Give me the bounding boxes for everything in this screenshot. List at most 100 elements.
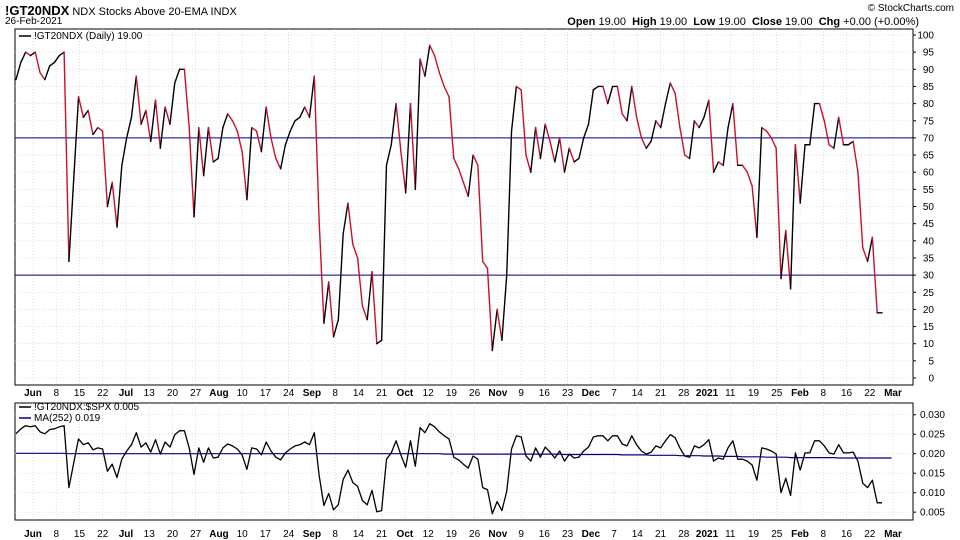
breadth-segment — [679, 126, 686, 156]
breadth-segment — [395, 102, 402, 153]
close-value: 19.00 — [785, 16, 813, 28]
ratio-x-tick-label: 21 — [655, 529, 667, 540]
main-y-tick-label: 60 — [923, 168, 935, 179]
open-value: 19.00 — [598, 16, 626, 28]
breadth-segment — [741, 164, 748, 173]
breadth-segment — [15, 61, 22, 81]
ratio-y-tick-label: 0.025 — [920, 430, 945, 441]
breadth-segment — [756, 126, 763, 239]
breadth-segment — [809, 102, 816, 146]
ratio-x-tick-label: 23 — [562, 529, 574, 540]
breadth-segment — [486, 267, 493, 352]
main-x-tick-label: Aug — [209, 388, 228, 399]
main-x-tick-label: 17 — [260, 388, 272, 399]
chg-value: +0.00 (+0.00%) — [843, 16, 919, 28]
breadth-segment — [765, 130, 773, 139]
breadth-segment — [303, 106, 311, 119]
main-x-tick-label: Feb — [791, 388, 809, 399]
breadth-segment — [111, 181, 118, 228]
breadth-segment — [669, 82, 676, 95]
ratio-series — [15, 423, 892, 515]
breadth-segment — [703, 99, 710, 119]
main-x-tick-label: 26 — [469, 388, 481, 399]
breadth-segment — [568, 147, 575, 163]
main-y-tick-label: 10 — [923, 339, 935, 350]
breadth-segment — [159, 106, 166, 149]
breadth-segment — [693, 120, 700, 129]
breadth-segment — [828, 144, 835, 149]
breadth-segment — [607, 85, 614, 105]
main-x-tick-label: 16 — [539, 388, 551, 399]
main-x-tick-label: Dec — [582, 388, 601, 399]
ratio-x-tick-label: 16 — [539, 529, 551, 540]
main-y-tick-label: 25 — [923, 288, 935, 299]
main-x-tick-label: 19 — [446, 388, 458, 399]
main-y-tick-label: 75 — [923, 116, 935, 127]
ma-legend-text: MA(252) 0.019 — [34, 413, 101, 424]
breadth-segment — [251, 126, 258, 132]
breadth-segment — [789, 144, 797, 290]
main-x-tick-label: 2021 — [696, 388, 719, 399]
breadth-segment — [390, 102, 397, 146]
breadth-segment — [202, 126, 210, 177]
main-y-tick-label: 20 — [923, 305, 935, 316]
breadth-segment — [477, 164, 484, 263]
breadth-segment — [496, 308, 503, 341]
breadth-segment — [236, 130, 243, 153]
symbol-name: NDX Stocks Above 20-EMA — [72, 6, 208, 18]
ratio-x-tick-label: 8 — [53, 529, 59, 540]
ratio-x-tick-label: Dec — [582, 529, 601, 540]
main-x-tick-label: 19 — [748, 388, 760, 399]
breadth-segment — [145, 109, 152, 143]
breadth-segment — [558, 137, 566, 173]
breadth-segment — [448, 96, 455, 160]
breadth-segment — [366, 270, 373, 321]
breadth-segment — [712, 161, 720, 173]
ratio-x-tick-label: 9 — [518, 529, 524, 540]
ratio-x-tick-label: Oct — [397, 529, 414, 540]
main-x-tick-label: 13 — [144, 388, 156, 399]
breadth-segment — [616, 85, 623, 115]
breadth-segment — [544, 123, 551, 143]
breadth-segment — [510, 85, 518, 132]
ratio-x-tick-label: 19 — [446, 529, 458, 540]
ratio-y-tick-label: 0.030 — [920, 410, 945, 421]
breadth-segment — [722, 126, 729, 167]
breadth-segment — [794, 144, 801, 204]
ratio-x-tick-label: 17 — [260, 529, 272, 540]
breadth-segment — [222, 113, 229, 129]
main-y-axis: 0 5 10 15 20 25 30 35 40 45 50 55 60 65 70 75 80 85 90 95 10… — [913, 31, 934, 385]
main-y-tick-label: 90 — [923, 65, 935, 76]
main-x-tick-label: 14 — [632, 388, 644, 399]
breadth-segment — [188, 126, 195, 218]
breadth-segment — [621, 113, 628, 122]
main-y-tick-label: 95 — [923, 48, 935, 59]
breadth-series — [15, 44, 883, 352]
main-x-tick-label: 27 — [190, 388, 202, 399]
ratio-x-tick-label: 12 — [423, 529, 435, 540]
breadth-segment — [583, 123, 590, 139]
breadth-segment — [414, 58, 421, 191]
breadth-segment — [318, 219, 325, 324]
breadth-segment — [106, 181, 113, 208]
breadth-segment — [674, 92, 681, 129]
main-y-tick-label: 50 — [923, 202, 935, 213]
main-x-tick-label: 15 — [74, 388, 86, 399]
breadth-segment — [279, 144, 287, 170]
breadth-segment — [462, 181, 469, 197]
breadth-segment — [270, 137, 277, 160]
main-panel-frame — [14, 28, 914, 386]
breadth-segment — [443, 85, 450, 98]
ratio-legend: !GT20NDX:$SPX 0.005 MA(252) 0.019 — [19, 402, 139, 424]
breadth-segment — [438, 72, 445, 88]
main-x-tick-label: 14 — [353, 388, 365, 399]
breadth-segment — [467, 154, 474, 197]
ratio-x-tick-label: Jun — [24, 529, 42, 540]
breadth-segment — [602, 85, 609, 105]
breadth-segment — [534, 126, 542, 160]
threshold-lines — [15, 137, 913, 276]
breadth-segment — [751, 185, 758, 239]
main-y-tick-label: 80 — [923, 99, 935, 110]
breadth-segment — [549, 140, 556, 163]
breadth-segment — [193, 126, 200, 218]
